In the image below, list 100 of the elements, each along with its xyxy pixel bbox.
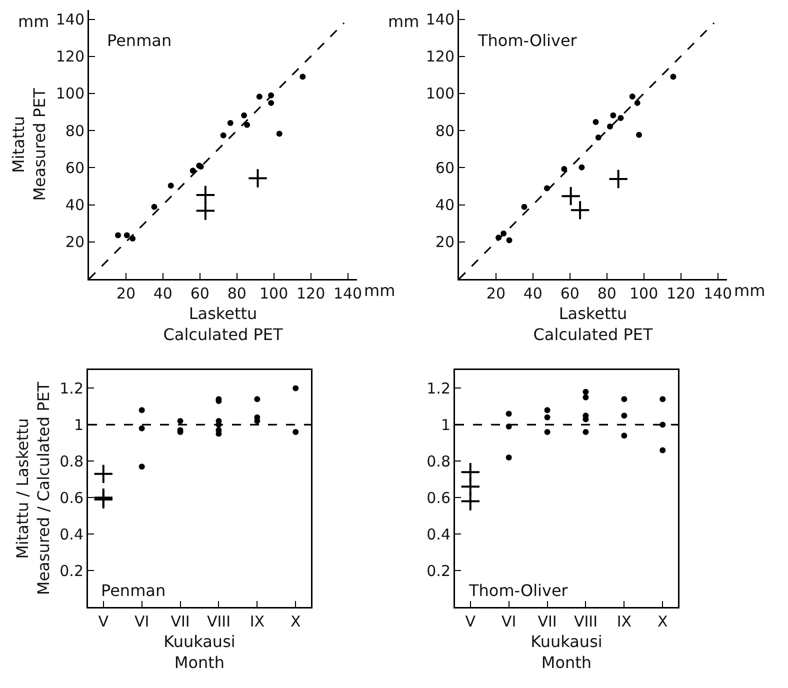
x-tick-label: 40	[523, 284, 542, 302]
y-tick-label: 100	[56, 84, 84, 103]
y-tick-label: 60	[65, 158, 84, 177]
x-tick-label: VII	[538, 612, 557, 630]
point	[268, 92, 274, 98]
text: mm	[734, 281, 766, 300]
point	[190, 168, 196, 174]
y-tick-label: 40	[435, 196, 454, 214]
y-tick-label: 140	[426, 10, 454, 29]
annotation: Thom-Oliver	[477, 31, 578, 50]
x-tick-label: VII	[170, 612, 190, 630]
x-tick-label: V	[98, 612, 110, 630]
point	[220, 132, 226, 138]
x-tick-label: 140	[703, 284, 732, 302]
x-tick-label: 60	[560, 284, 580, 302]
point	[130, 236, 136, 242]
point	[561, 166, 568, 172]
y-tick-label: 60	[435, 158, 454, 177]
y-tick-label: 0.4	[60, 525, 84, 544]
point	[168, 182, 174, 189]
point	[544, 185, 550, 192]
point	[276, 130, 282, 137]
point	[244, 122, 250, 128]
point	[496, 234, 502, 241]
point	[195, 200, 216, 221]
x-axis-title: Laskettu Calculated PET	[163, 304, 283, 344]
y-tick-label: 0.2	[60, 562, 84, 580]
y-tick-label: 0.8	[60, 452, 84, 470]
point	[500, 230, 507, 237]
y-tick-label: 40	[65, 196, 84, 214]
x-tick-label: IX	[250, 612, 265, 630]
text: mm	[18, 12, 50, 31]
x-tick-label: 80	[227, 284, 246, 302]
point	[618, 114, 624, 121]
point	[560, 186, 581, 206]
point	[670, 74, 676, 80]
y-axis-title: Mitattu Measured PET	[9, 88, 50, 201]
point	[595, 134, 602, 140]
y-tick-label: 20	[65, 233, 84, 252]
y-tick-label: 120	[56, 48, 84, 66]
y-tick-label: 0.2	[426, 562, 450, 580]
x-tick-label: 100	[260, 284, 288, 302]
x-tick-label: V	[465, 612, 476, 630]
point	[268, 100, 274, 106]
point	[115, 232, 122, 238]
point	[607, 124, 613, 130]
y-tick-label: 100	[426, 84, 454, 103]
point	[241, 112, 248, 118]
x-tick-label: 80	[597, 284, 616, 302]
point	[124, 232, 130, 238]
y-tick-label: 20	[435, 233, 454, 252]
annotation: Penman	[101, 581, 166, 600]
y-tick-label: 0.4	[426, 525, 450, 544]
x-tick-label: 60	[190, 284, 210, 302]
point	[256, 94, 262, 100]
y-tick-label: 80	[65, 122, 84, 140]
y-axis-title: Mitattu / Laskettu Measured / Calculated PET	[12, 382, 53, 596]
x-tick-label: 40	[153, 284, 172, 302]
x-tick-label: 100	[630, 284, 658, 302]
point	[634, 100, 640, 106]
point	[610, 112, 616, 118]
x-tick-label: 20	[116, 284, 136, 302]
x-tick-label: X	[290, 612, 301, 630]
text: mm	[364, 281, 396, 300]
point	[151, 204, 158, 210]
point	[300, 74, 306, 80]
x-tick-label: 140	[333, 284, 362, 302]
text: mm	[388, 12, 420, 31]
point	[521, 204, 528, 210]
y-tick-label: 1	[440, 416, 450, 434]
y-tick-label: 80	[435, 122, 454, 140]
x-axis-title: Kuukausi Month	[530, 632, 602, 672]
x-tick-label: VIII	[206, 612, 230, 630]
point	[629, 93, 636, 100]
x-tick-label: VI	[134, 612, 150, 630]
point	[570, 200, 590, 220]
x-tick-label: 120	[296, 284, 326, 302]
x-tick-label: IX	[616, 612, 632, 630]
x-tick-label: VIII	[574, 612, 598, 630]
y-tick-label: 1.2	[426, 379, 450, 398]
annotation: Penman	[107, 31, 172, 50]
point	[592, 119, 599, 126]
point	[636, 132, 642, 138]
x-tick-label: 20	[486, 284, 506, 302]
y-tick-label: 0.8	[426, 452, 450, 470]
y-tick-label: 120	[426, 48, 454, 66]
point	[248, 168, 268, 188]
y-tick-label: 1.2	[60, 379, 84, 398]
y-tick-label: 1	[74, 416, 84, 434]
y-tick-label: 0.6	[60, 488, 84, 507]
y-tick-label: 140	[56, 10, 84, 29]
x-tick-label: 120	[666, 284, 696, 302]
y-tick-label: 0.6	[426, 488, 450, 507]
point	[227, 120, 234, 126]
x-axis-title: Laskettu Calculated PET	[533, 304, 653, 344]
point	[608, 168, 628, 190]
x-tick-label: X	[657, 612, 668, 630]
x-axis-title: Kuukausi Month	[164, 632, 236, 672]
x-tick-label: VI	[501, 612, 516, 630]
point	[506, 237, 512, 244]
